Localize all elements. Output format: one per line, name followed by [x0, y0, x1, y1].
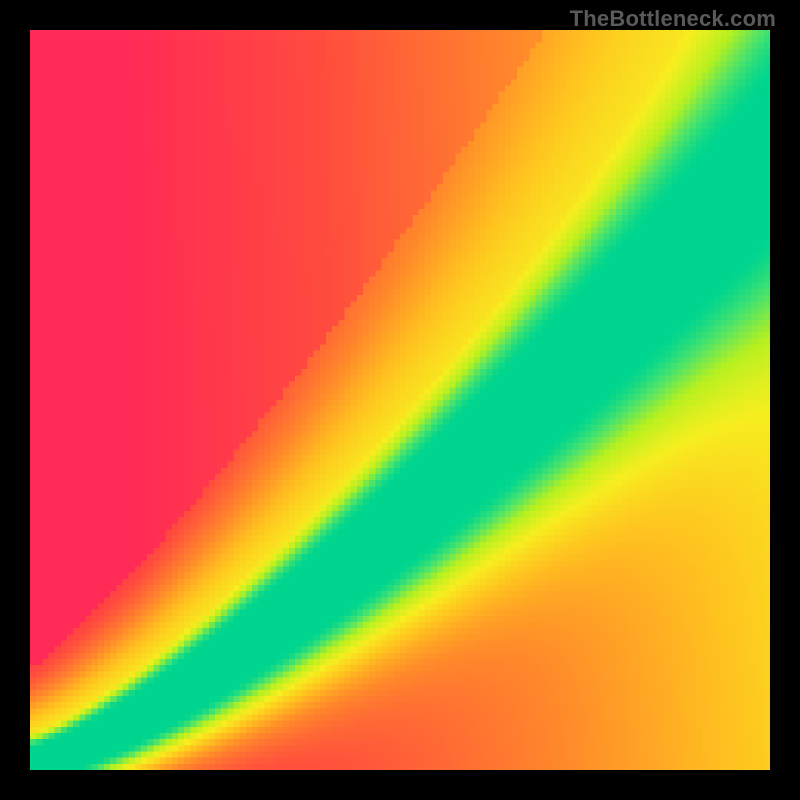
chart-container: TheBottleneck.com: [0, 0, 800, 800]
crosshair-vertical-line: [337, 770, 338, 800]
plot-area: [30, 30, 770, 770]
watermark-text: TheBottleneck.com: [570, 6, 776, 32]
bottleneck-heatmap: [30, 30, 770, 770]
